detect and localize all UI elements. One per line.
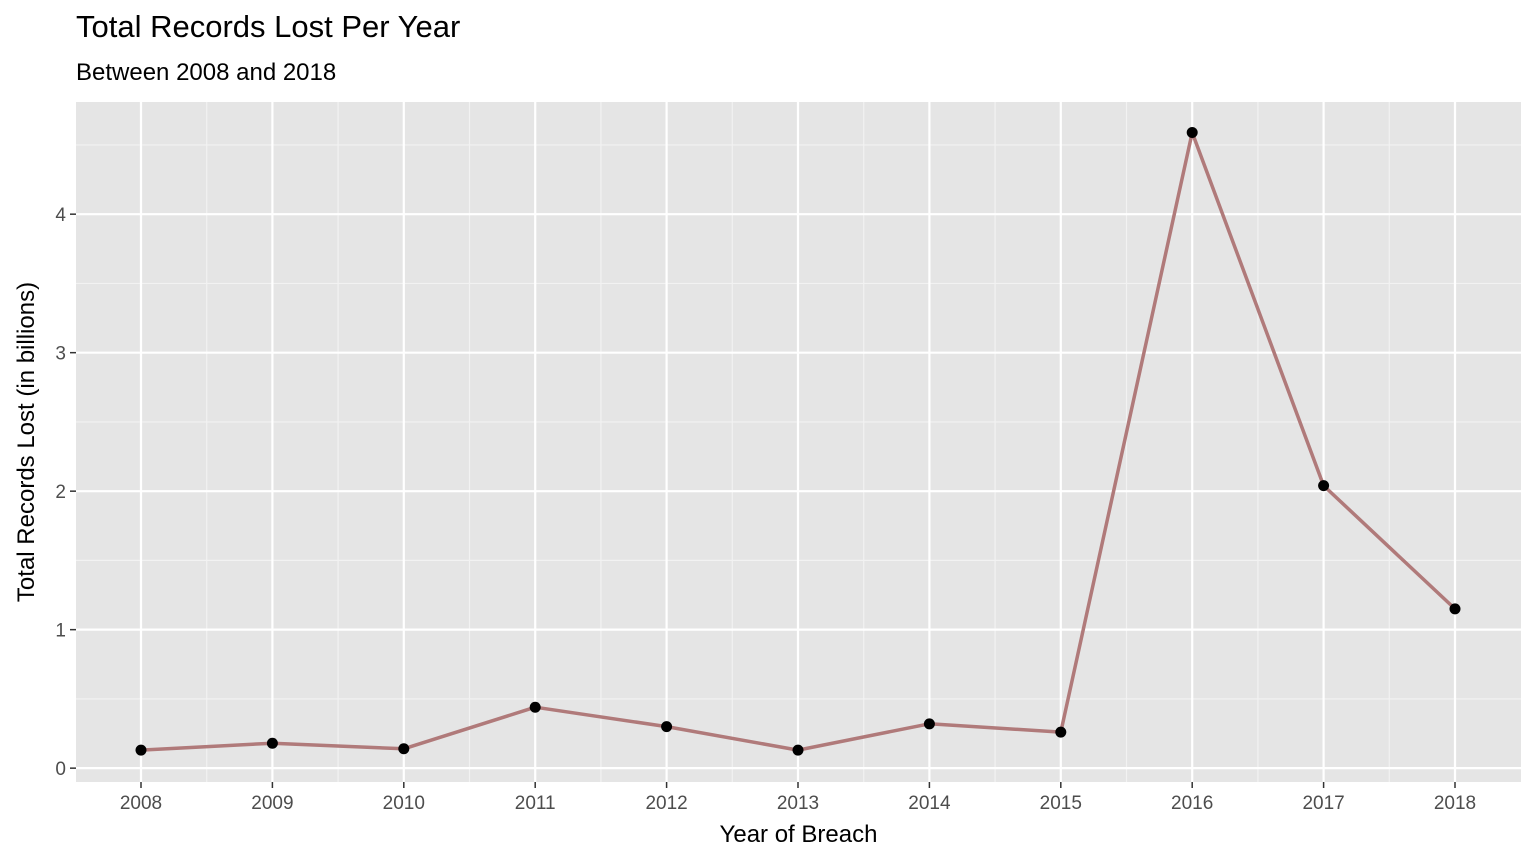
y-tick-label: 2 <box>55 482 66 503</box>
axis-ticks <box>70 213 1456 788</box>
data-point <box>1186 126 1198 138</box>
data-point <box>1449 603 1461 615</box>
data-point <box>661 721 673 733</box>
y-tick-label: 3 <box>55 344 66 365</box>
data-point <box>135 744 147 756</box>
x-tick-label: 2011 <box>515 793 556 814</box>
minor-gridlines <box>76 102 1521 782</box>
data-point <box>792 744 804 756</box>
chart-subtitle: Between 2008 and 2018 <box>76 59 337 86</box>
x-tick-label: 2009 <box>251 793 293 814</box>
data-point <box>266 737 278 749</box>
data-point <box>1318 480 1330 492</box>
x-tick-labels: 2008 2009 2010 2011 2012 2013 2014 2015 2016 2017… <box>120 793 1476 814</box>
x-tick-label: 2017 <box>1302 793 1344 814</box>
y-tick-labels: 0 1 2 3 4 <box>55 205 66 780</box>
x-tick-label: 2008 <box>120 793 162 814</box>
x-tick-label: 2010 <box>383 793 425 814</box>
x-tick-label: 2014 <box>908 793 951 814</box>
x-tick-label: 2016 <box>1171 793 1213 814</box>
x-axis-title: Year of Breach <box>720 821 878 848</box>
data-point <box>529 701 541 713</box>
y-tick-label: 1 <box>55 621 66 642</box>
x-tick-label: 2015 <box>1040 793 1082 814</box>
y-tick-label: 0 <box>55 759 66 780</box>
data-point <box>923 718 935 730</box>
data-point <box>398 743 410 755</box>
x-tick-label: 2012 <box>645 793 687 814</box>
chart-title: Total Records Lost Per Year <box>76 9 461 44</box>
y-axis-title: Total Records Lost (in billions) <box>13 282 40 602</box>
major-gridlines <box>76 102 1521 782</box>
data-point <box>1055 726 1067 738</box>
y-tick-label: 4 <box>55 205 66 226</box>
data-points <box>135 126 1461 756</box>
x-tick-label: 2018 <box>1434 793 1476 814</box>
x-tick-label: 2013 <box>777 793 819 814</box>
